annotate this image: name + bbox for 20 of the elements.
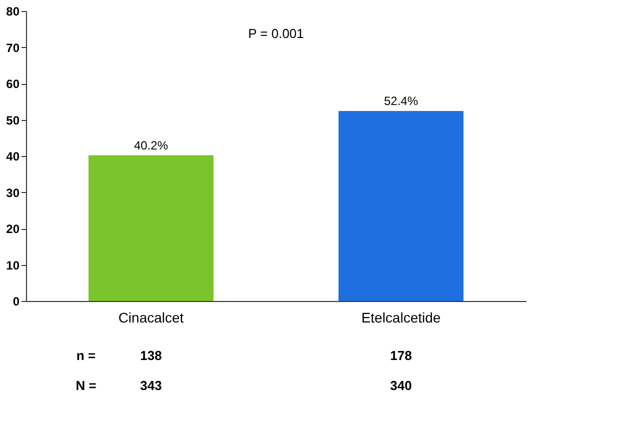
y-tick-label: 50 bbox=[6, 113, 20, 128]
data-label: 40.2% bbox=[134, 138, 168, 152]
y-tick-label: 20 bbox=[6, 222, 20, 236]
text: 340 bbox=[390, 378, 412, 393]
y-tick-label: 0 bbox=[12, 294, 20, 308]
text: N = bbox=[76, 378, 97, 393]
text: n = bbox=[76, 348, 96, 363]
text: 343 bbox=[140, 378, 162, 393]
y-tick-label: 80 bbox=[6, 4, 20, 18]
y-tick-label: 70 bbox=[6, 40, 20, 55]
y-tick-label: 60 bbox=[6, 77, 20, 91]
y-tick-label: 10 bbox=[6, 258, 20, 272]
text: 138 bbox=[140, 348, 162, 363]
x-tick-label: Etelcalcetide bbox=[361, 310, 441, 326]
y-tick-label: 40 bbox=[6, 150, 20, 164]
annotation: P = 0.001 bbox=[248, 26, 304, 42]
y-tick-label: 30 bbox=[6, 186, 20, 200]
data-label: 52.4% bbox=[384, 94, 418, 108]
x-tick-label: Cinacalcet bbox=[118, 310, 184, 326]
text: 178 bbox=[390, 348, 412, 363]
